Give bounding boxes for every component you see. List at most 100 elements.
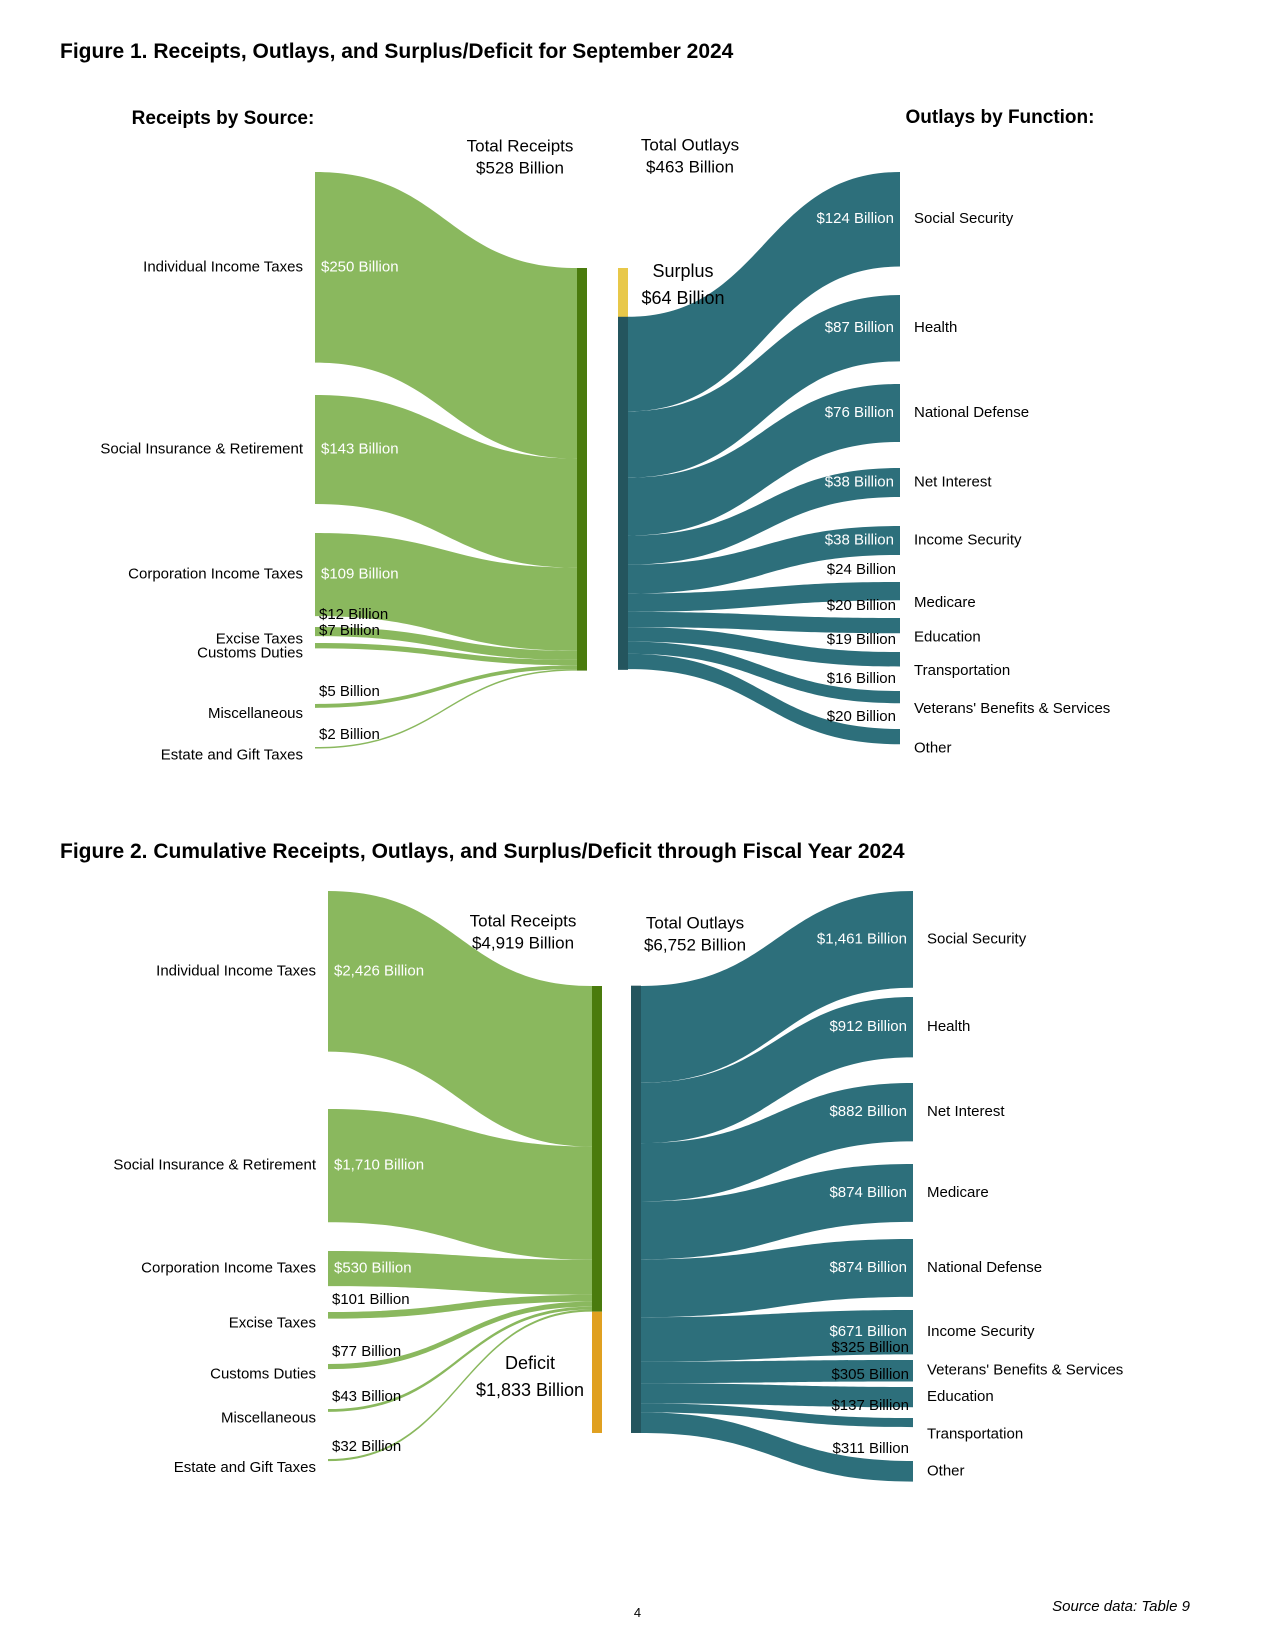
receipt-flow-excise-taxes	[315, 627, 577, 660]
receipt-flow-corporation-income-taxes	[315, 533, 577, 651]
receipt-value-miscellaneous: $5 Billion	[319, 683, 380, 700]
total-outlays-bar	[631, 986, 641, 1433]
outlay-value-other: $311 Billion	[833, 1440, 909, 1457]
outlay-value-social-security: $124 Billion	[816, 210, 894, 227]
receipt-flow-individual-income-taxes	[328, 891, 592, 1147]
outlay-label-medicare: Medicare	[927, 1184, 989, 1201]
receipt-flow-individual-income-taxes	[315, 172, 577, 459]
receipt-value-corporation-income-taxes: $109 Billion	[321, 566, 399, 583]
outlay-label-other: Other	[914, 740, 952, 757]
outlay-label-health: Health	[927, 1018, 970, 1035]
receipt-label-social-insurance-retirement: Social Insurance & Retirement	[100, 440, 303, 457]
figure-1-sankey-chart: Receipts by Source: Outlays by Function: T…	[100, 107, 1110, 764]
receipt-label-individual-income-taxes: Individual Income Taxes	[156, 962, 316, 979]
total-receipts-label: Total Receipts	[470, 911, 577, 930]
receipt-value-individual-income-taxes: $2,426 Billion	[334, 962, 424, 979]
outlay-label-national-defense: National Defense	[914, 404, 1029, 421]
outlay-label-net-interest: Net Interest	[927, 1103, 1005, 1120]
outlay-value-transportation: $137 Billion	[831, 1397, 909, 1414]
outlay-flow-veterans-benefits-services	[641, 1360, 913, 1384]
receipt-flow-excise-taxes	[328, 1294, 592, 1319]
outlay-label-health: Health	[914, 319, 957, 336]
receipt-label-individual-income-taxes: Individual Income Taxes	[143, 258, 303, 275]
outlay-flow-education	[641, 1383, 913, 1408]
total-receipts-label: $528 Billion	[476, 158, 564, 177]
receipt-value-individual-income-taxes: $250 Billion	[321, 258, 399, 275]
receipt-label-miscellaneous: Miscellaneous	[208, 705, 303, 722]
outlay-label-transportation: Transportation	[927, 1426, 1023, 1443]
receipt-value-estate-and-gift-taxes: $32 Billion	[332, 1438, 401, 1455]
outlay-value-medicare: $874 Billion	[829, 1184, 907, 1201]
receipt-label-social-insurance-retirement: Social Insurance & Retirement	[113, 1157, 316, 1174]
receipt-label-corporation-income-taxes: Corporation Income Taxes	[141, 1260, 316, 1277]
outlay-value-veterans-benefits-services: $16 Billion	[827, 670, 896, 687]
outlay-value-education: $305 Billion	[831, 1366, 909, 1383]
receipt-flow-miscellaneous	[328, 1306, 592, 1412]
receipt-label-customs-duties: Customs Duties	[197, 645, 303, 662]
outlay-label-net-interest: Net Interest	[914, 473, 992, 490]
outlay-flow-income-security	[641, 1310, 913, 1362]
outlay-value-net-interest: $882 Billion	[829, 1103, 907, 1120]
total-receipts-label: Total Receipts	[467, 136, 574, 155]
outlay-flow-transportation	[628, 627, 900, 667]
outlay-flow-social-security	[628, 172, 900, 412]
outlay-flow-social-security	[641, 891, 913, 1083]
outlay-flow-education	[628, 611, 900, 634]
figure-2-title: Figure 2. Cumulative Receipts, Outlays, …	[60, 840, 905, 863]
outlay-flow-medicare	[641, 1164, 913, 1260]
outlay-value-net-interest: $38 Billion	[825, 473, 894, 490]
receipt-flow-estate-and-gift-taxes	[328, 1309, 592, 1462]
outlay-flow-other	[628, 653, 900, 745]
receipt-label-excise-taxes: Excise Taxes	[229, 1314, 316, 1331]
surplus-bar	[618, 268, 628, 317]
outlay-value-health: $87 Billion	[825, 319, 894, 336]
outlay-value-income-security: $671 Billion	[829, 1323, 907, 1340]
receipt-flow-miscellaneous	[315, 665, 577, 708]
outlay-label-medicare: Medicare	[914, 594, 976, 611]
total-outlays-label: Total Outlays	[646, 913, 744, 932]
receipt-value-corporation-income-taxes: $530 Billion	[334, 1260, 412, 1277]
outlay-value-education: $20 Billion	[827, 597, 896, 614]
outlay-flow-national-defense	[628, 384, 900, 536]
outlay-value-other: $20 Billion	[827, 708, 896, 725]
outlay-label-income-security: Income Security	[927, 1323, 1035, 1340]
receipt-value-social-insurance-retirement: $143 Billion	[321, 440, 399, 457]
receipt-label-estate-and-gift-taxes: Estate and Gift Taxes	[161, 747, 303, 764]
total-outlays-label: $463 Billion	[646, 157, 734, 176]
page-number: 4	[633, 1605, 642, 1620]
receipt-flow-social-insurance-retirement	[328, 1109, 592, 1260]
receipt-label-customs-duties: Customs Duties	[210, 1366, 316, 1383]
outlay-flow-health	[641, 997, 913, 1144]
outlay-flow-net-interest	[641, 1083, 913, 1202]
outlay-label-social-security: Social Security	[927, 930, 1027, 947]
outlay-label-veterans-benefits-services: Veterans' Benefits & Services	[927, 1362, 1123, 1379]
total-receipts-label: $4,919 Billion	[472, 933, 574, 952]
outlay-label-education: Education	[914, 629, 981, 646]
total-outlays-bar	[618, 316, 628, 670]
outlay-label-transportation: Transportation	[914, 662, 1010, 679]
receipt-value-excise-taxes: $101 Billion	[332, 1291, 410, 1308]
outlay-flow-transportation	[641, 1403, 913, 1428]
total-receipts-bar	[592, 986, 602, 1312]
outlay-label-social-security: Social Security	[914, 210, 1014, 227]
outlay-flow-veterans-benefits-services	[628, 641, 900, 704]
figure-1-title: Figure 1. Receipts, Outlays, and Surplus…	[60, 40, 734, 63]
outlay-label-other: Other	[927, 1462, 965, 1479]
receipt-value-miscellaneous: $43 Billion	[332, 1388, 401, 1405]
outlay-flow-income-security	[628, 526, 900, 594]
outlay-value-national-defense: $76 Billion	[825, 404, 894, 421]
outlay-label-national-defense: National Defense	[927, 1259, 1042, 1276]
outlay-value-veterans-benefits-services: $325 Billion	[831, 1339, 909, 1356]
outlay-value-national-defense: $874 Billion	[829, 1259, 907, 1276]
deficit-label: Deficit	[505, 1353, 555, 1373]
outlay-value-social-security: $1,461 Billion	[817, 930, 907, 947]
receipt-label-corporation-income-taxes: Corporation Income Taxes	[128, 566, 303, 583]
outlay-value-transportation: $19 Billion	[827, 631, 896, 648]
receipt-flow-estate-and-gift-taxes	[315, 669, 577, 749]
deficit-bar	[592, 1311, 602, 1433]
outlay-flow-health	[628, 295, 900, 478]
surplus-label: Surplus	[652, 261, 713, 281]
total-outlays-label: Total Outlays	[641, 135, 739, 154]
outlay-value-medicare: $24 Billion	[827, 561, 896, 578]
figure-2-sankey-chart: Receipts by Source:Outlays by Function:T…	[113, 891, 1123, 1482]
